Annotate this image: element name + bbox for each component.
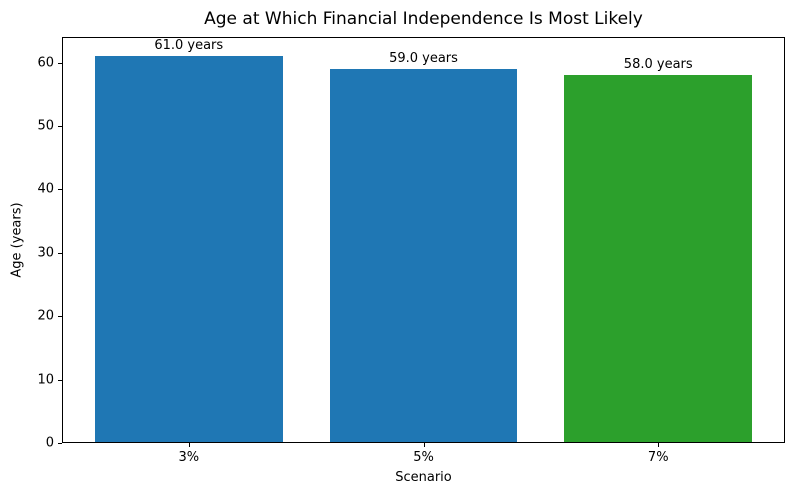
y-tick-label: 30 (37, 245, 54, 261)
y-tick-mark (58, 316, 62, 318)
x-tick-label: 7% (647, 450, 669, 465)
y-tick-label: 0 (45, 435, 54, 451)
y-tick-label: 60 (37, 55, 54, 71)
bar-value-label: 58.0 years (623, 57, 693, 73)
y-tick-mark (58, 126, 62, 128)
y-axis-label: Age (years) (9, 202, 25, 278)
x-axis-label: Scenario (395, 470, 452, 485)
y-tick-label: 10 (37, 372, 54, 388)
bar-value-label: 59.0 years (389, 51, 458, 66)
y-tick-mark (58, 252, 62, 254)
y-tick-label: 50 (37, 118, 54, 134)
y-tick-label: 20 (37, 308, 54, 324)
chart-title: Age at Which Financial Independence Is M… (204, 9, 643, 29)
x-tick-mark (423, 443, 425, 447)
y-tick-label: 40 (37, 181, 54, 197)
y-tick-mark (58, 443, 62, 444)
x-tick-label: 3% (178, 450, 200, 465)
bar-7% (564, 75, 753, 442)
y-tick-mark (58, 62, 62, 64)
x-tick-mark (188, 443, 190, 447)
y-tick-mark (58, 189, 62, 191)
bar-3% (94, 56, 283, 442)
x-tick-mark (658, 443, 660, 447)
x-tick-label: 5% (413, 450, 434, 465)
bar-5% (329, 69, 518, 442)
y-tick-mark (58, 379, 62, 381)
bar-value-label: 61.0 years (154, 38, 224, 54)
